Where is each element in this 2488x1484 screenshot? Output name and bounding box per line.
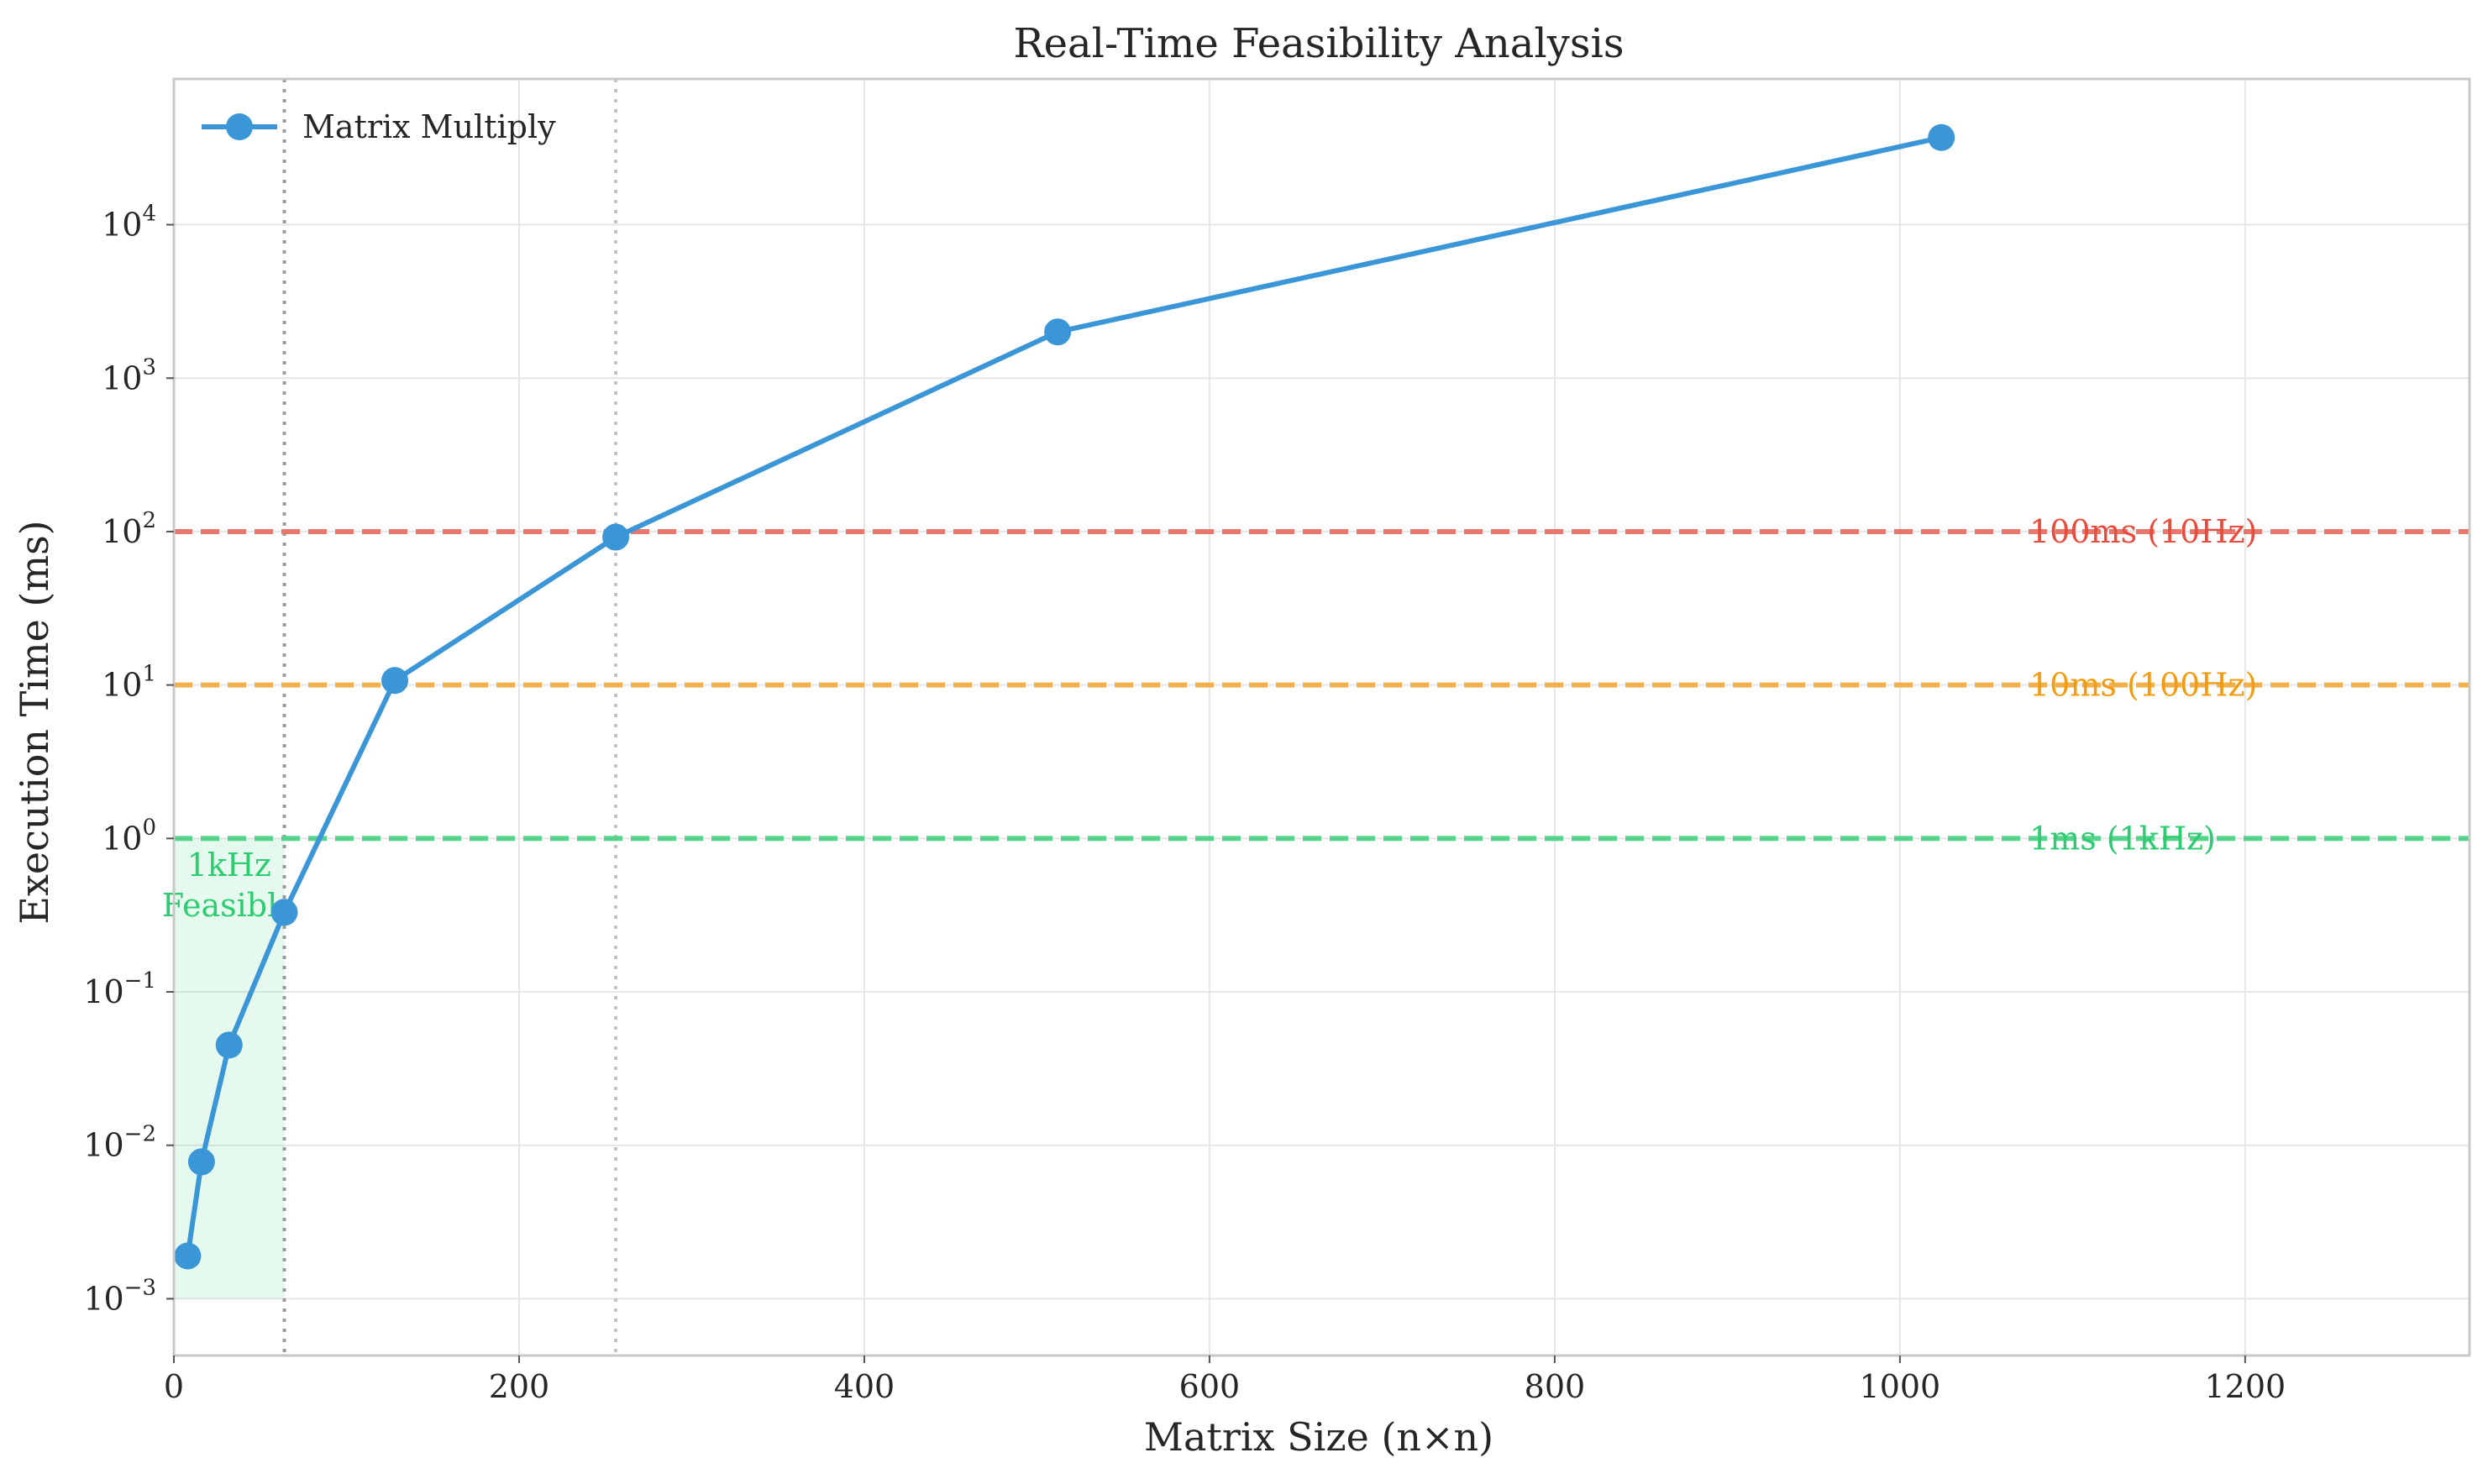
y-tick-label: 104 xyxy=(102,202,156,244)
series-line xyxy=(185,134,1945,1259)
y-tick-label: 100 xyxy=(102,815,156,857)
y-tick-label: 101 xyxy=(102,662,156,704)
x-tick-label: 600 xyxy=(1179,1368,1241,1405)
x-tick-label: 1000 xyxy=(1860,1368,1941,1405)
vertical-markers xyxy=(282,79,618,1356)
chart-title: Real-Time Feasibility Analysis xyxy=(1014,20,1625,67)
reference-lines: 100ms (10Hz) 10ms (100Hz) 1ms (1kHz) xyxy=(174,513,2470,857)
y-tick-label: 10−2 xyxy=(83,1122,156,1164)
reference-line-label: 100ms (10Hz) xyxy=(2029,513,2257,550)
series xyxy=(174,123,1955,1270)
data-point xyxy=(187,1148,215,1176)
y-tick-label: 10−3 xyxy=(83,1275,156,1317)
plot-border xyxy=(172,77,2471,1357)
reference-line-label: 10ms (100Hz) xyxy=(2029,667,2257,704)
x-axis-label: Matrix Size (n×n) xyxy=(1144,1414,1493,1460)
y-tick-label: 103 xyxy=(102,354,156,396)
y-tick-label: 102 xyxy=(102,508,156,550)
data-point xyxy=(602,523,630,551)
legend-label: Matrix Multiply xyxy=(302,108,556,145)
plot-frame xyxy=(172,77,2471,1357)
y-tick-label: 10−1 xyxy=(83,968,156,1010)
x-tick-label: 1200 xyxy=(2205,1368,2286,1405)
data-point xyxy=(1928,123,1955,151)
x-tick-label: 200 xyxy=(489,1368,550,1405)
region-label: 1kHz xyxy=(187,847,271,884)
data-point xyxy=(270,899,298,926)
legend-marker xyxy=(226,113,253,140)
data-point xyxy=(381,667,409,695)
x-tick-label: 400 xyxy=(834,1368,895,1405)
legend: Matrix Multiply xyxy=(202,108,556,145)
x-tick-label: 800 xyxy=(1525,1368,1586,1405)
y-axis-label: Execution Time (ms) xyxy=(12,520,57,924)
x-tick-label: 0 xyxy=(164,1368,184,1405)
data-point xyxy=(174,1242,202,1270)
ticks: 0 200 400 600 800 1000 1200 10−3 10−2 10−1 100 101 1… xyxy=(83,202,2286,1405)
reference-line-label: 1ms (1kHz) xyxy=(2029,820,2216,857)
data-point xyxy=(215,1031,243,1059)
data-point xyxy=(1044,318,1072,346)
